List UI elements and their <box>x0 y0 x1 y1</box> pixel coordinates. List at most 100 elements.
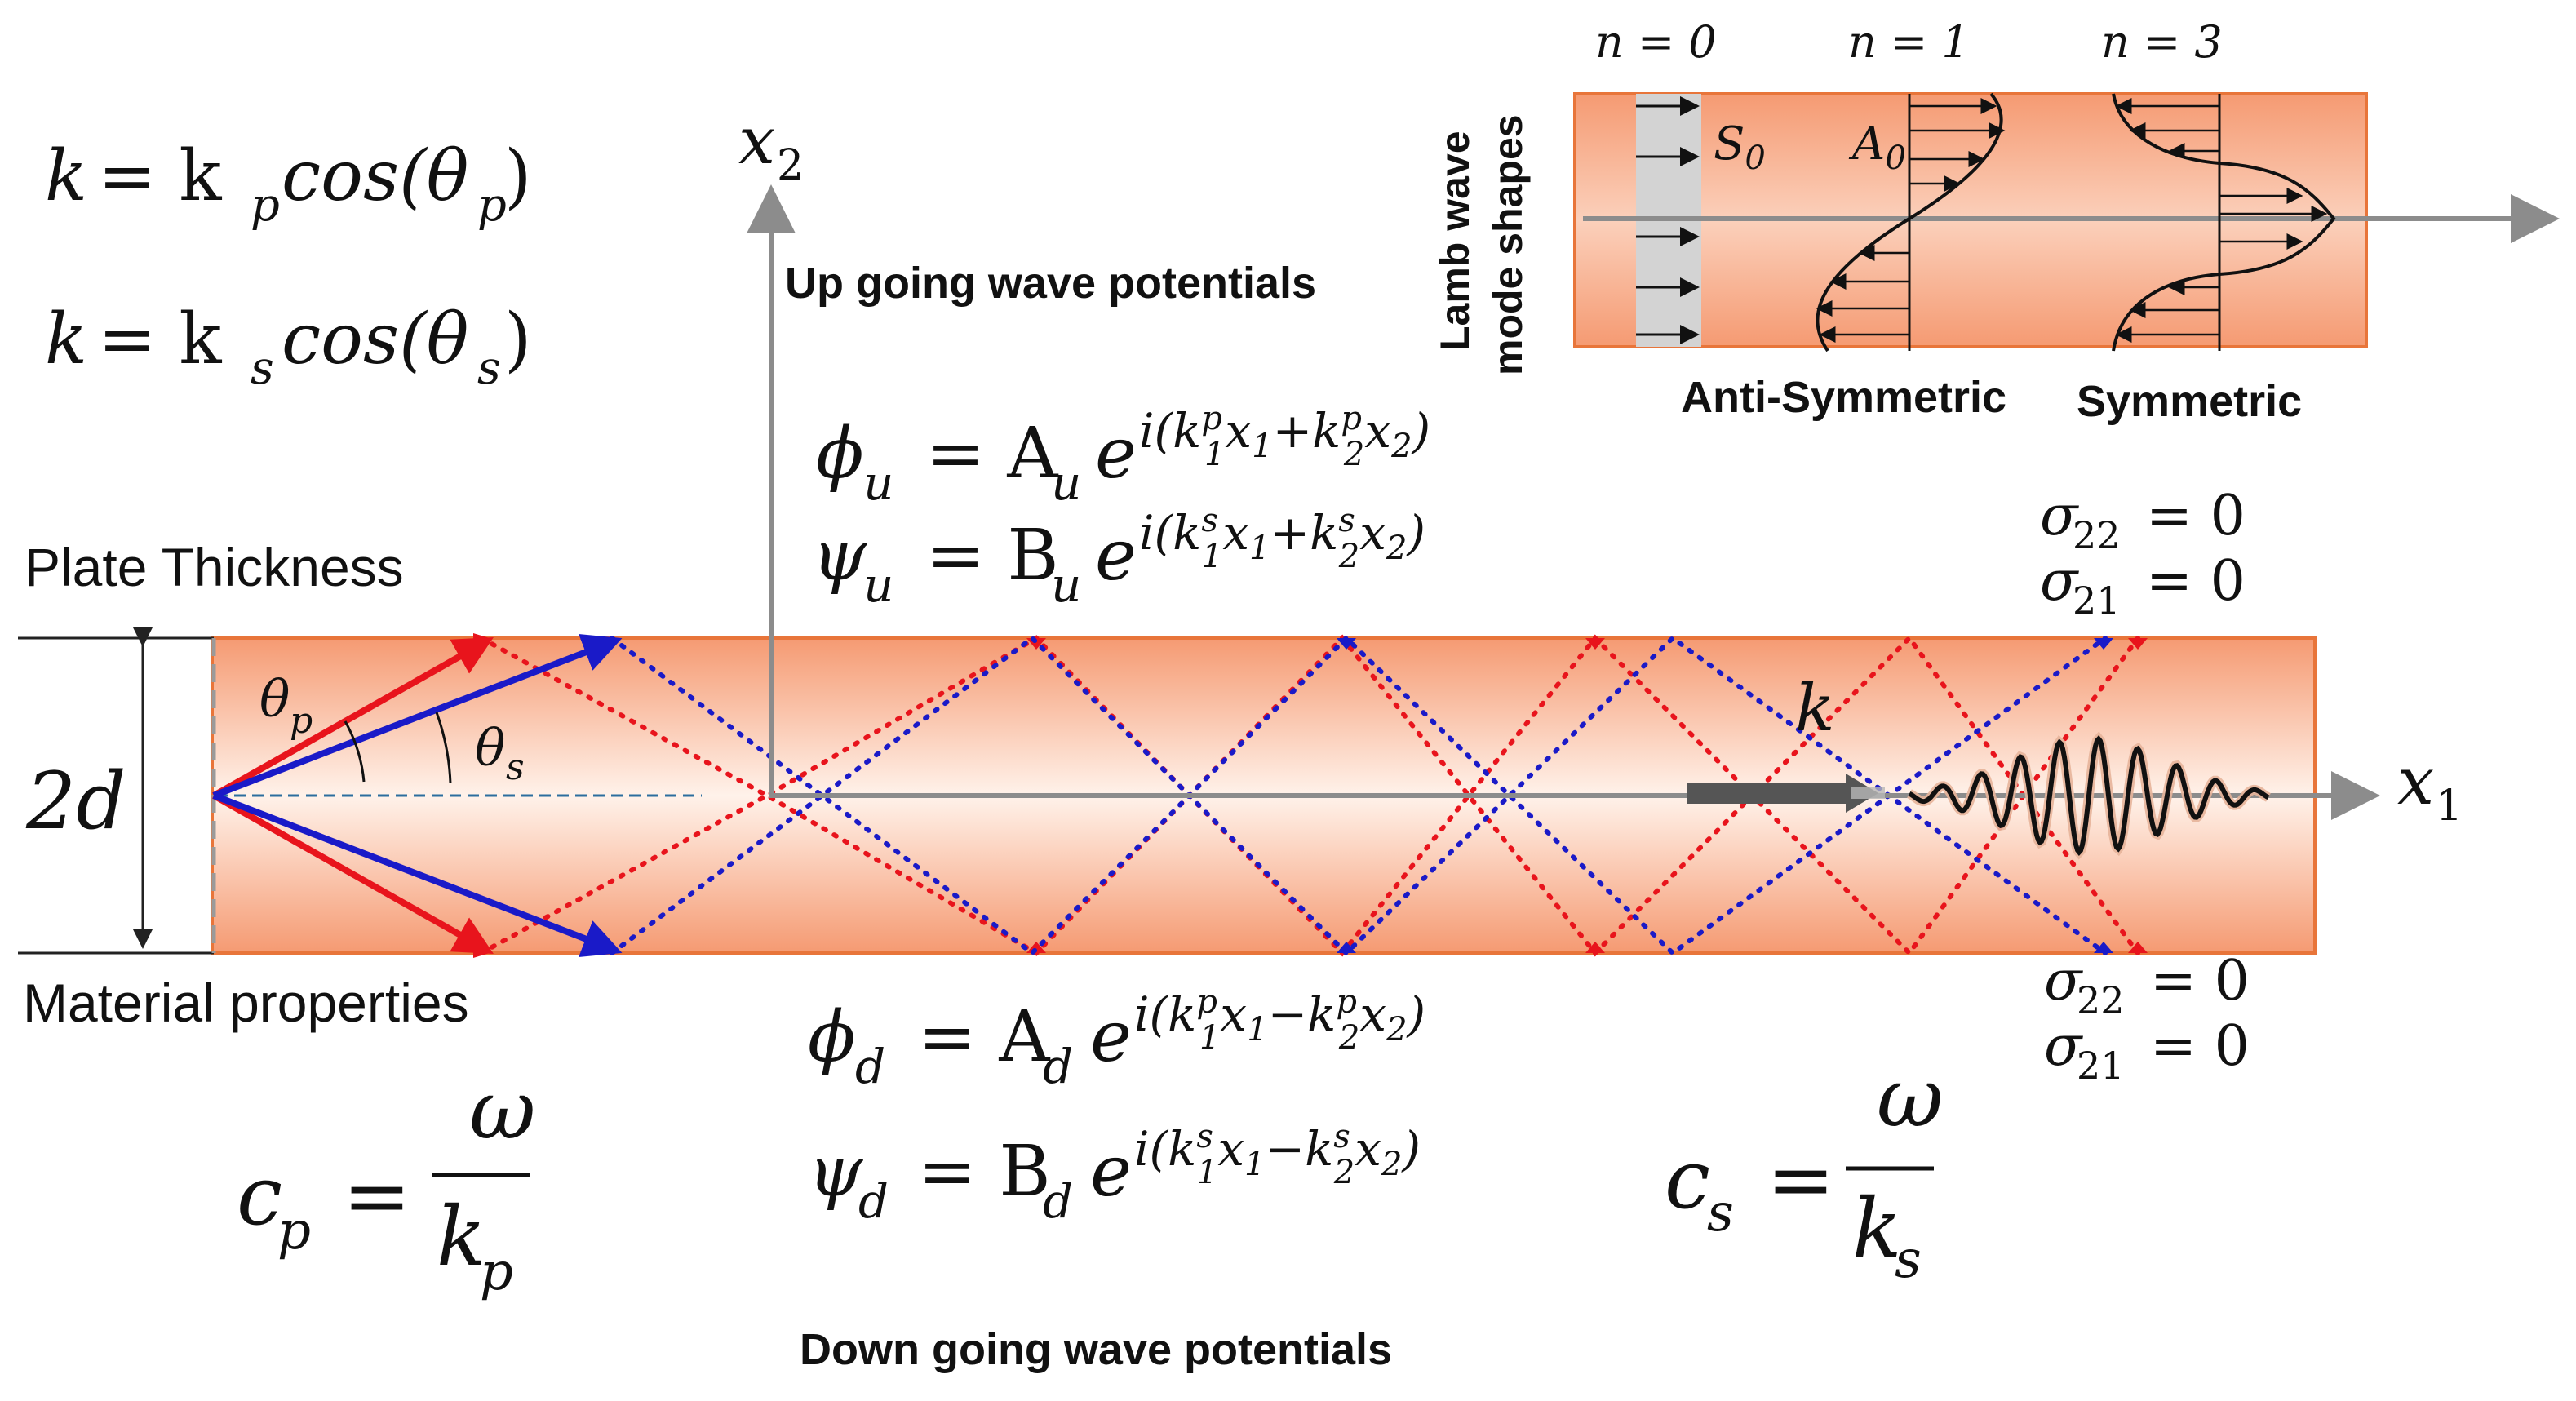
svg-text:k: k <box>1852 1181 1902 1276</box>
x2-axis-label: x 2 <box>738 103 804 190</box>
svg-text:= 0: = 0 <box>2150 949 2250 1013</box>
svg-text:ϕ: ϕ <box>816 413 864 494</box>
theta-s-arc <box>435 712 452 784</box>
svg-text:s: s <box>1707 1183 1734 1244</box>
k-label: k <box>1795 670 1834 746</box>
svg-text:d: d <box>855 1039 885 1094</box>
svg-text:σ: σ <box>2044 949 2083 1013</box>
svg-text:c: c <box>237 1148 282 1244</box>
mode-n3-label: n = 3 <box>2101 16 2223 68</box>
svg-text:= 0: = 0 <box>2146 549 2246 614</box>
svg-text:k: k <box>437 1189 486 1284</box>
material-properties-label: Material properties <box>23 973 469 1033</box>
mode-n0-label: n = 0 <box>1595 16 1717 68</box>
boundary-bottom: σ 22 = 0 σ 21 = 0 <box>2044 949 2250 1088</box>
svg-text:1: 1 <box>2436 782 2463 831</box>
svg-text:p: p <box>277 1201 311 1261</box>
theta-p-arc <box>344 720 366 783</box>
svg-text:d: d <box>858 1173 889 1229</box>
svg-text:=: = <box>343 1148 411 1244</box>
anti-symmetric-label: Anti-Symmetric <box>1681 373 2006 422</box>
svg-text:ω: ω <box>1877 1050 1944 1146</box>
s-wave-reflection-markers <box>1337 638 2113 953</box>
phi-u-equation: ϕ u = A u e i(kp 1x1+kp 2x2) <box>816 400 1430 511</box>
svg-text:p: p <box>480 1242 513 1302</box>
svg-text:d: d <box>1043 1173 1073 1229</box>
symmetric-label: Symmetric <box>2077 377 2302 426</box>
s0-label: S0 <box>1714 117 1766 177</box>
psi-u-equation: ψ u = B u e i(ks 1x1+ks 2x2) <box>812 502 1425 613</box>
svg-text:θ: θ <box>475 718 505 778</box>
svg-text:s: s <box>1895 1230 1922 1290</box>
boundary-top: σ 22 = 0 σ 21 = 0 <box>2040 484 2246 623</box>
svg-text:= A: = A <box>918 996 1050 1078</box>
svg-text:x: x <box>2397 743 2434 819</box>
down-going-label: Down going wave potentials <box>800 1325 1392 1374</box>
svg-text:ω: ω <box>469 1062 536 1158</box>
svg-text:p: p <box>290 700 313 742</box>
svg-text:21: 21 <box>2077 1044 2125 1088</box>
svg-text:ψ: ψ <box>812 515 868 596</box>
svg-text:σ: σ <box>2040 484 2079 548</box>
svg-text:= B: = B <box>918 1131 1051 1213</box>
svg-text:= A: = A <box>926 413 1058 494</box>
psi-d-equation: ψ d = B d e i(ks 1x1−ks 2x2) <box>808 1118 1421 1229</box>
svg-text:u: u <box>1051 557 1081 613</box>
svg-text:u: u <box>1051 455 1081 511</box>
mode-n1-label: n = 1 <box>1848 16 1970 68</box>
a0-label: A0 <box>1848 117 1906 177</box>
svg-text:22: 22 <box>2077 978 2125 1022</box>
dispersion-kp: k = k p cos(θ p ) <box>45 135 532 232</box>
svg-text:d: d <box>1043 1039 1073 1094</box>
svg-text:s: s <box>477 342 501 395</box>
svg-text:e: e <box>1090 996 1132 1078</box>
svg-text:e: e <box>1095 413 1137 494</box>
svg-text:k: k <box>45 299 87 380</box>
theta-p-label: θ p <box>259 669 313 742</box>
svg-text:): ) <box>504 135 532 217</box>
inset-title-line1: Lamb wave <box>1432 131 1478 351</box>
svg-text:= 0: = 0 <box>2146 484 2246 548</box>
svg-text:=: = <box>1767 1132 1835 1227</box>
inset-title-line2: mode shapes <box>1485 114 1531 375</box>
plate-thickness-label: Plate Thickness <box>24 537 404 597</box>
cs-equation: c s = ω k s <box>1665 1050 1944 1290</box>
svg-text:21: 21 <box>2073 579 2121 623</box>
svg-text:ϕ: ϕ <box>808 996 856 1078</box>
theta-s-label: θ s <box>475 718 525 788</box>
svg-text:cos(θ: cos(θ <box>282 135 468 217</box>
svg-text:= B: = B <box>926 515 1059 596</box>
up-going-label: Up going wave potentials <box>785 259 1316 308</box>
svg-text:s: s <box>506 747 525 788</box>
svg-text:ψ: ψ <box>808 1131 864 1213</box>
svg-text:σ: σ <box>2040 549 2079 614</box>
phi-d-equation: ϕ d = A d e i(kp 1x1−kp 2x2) <box>808 983 1425 1094</box>
k-arrow <box>1687 774 1885 813</box>
svg-text:σ: σ <box>2044 1014 2083 1079</box>
thickness-symbol: 2d <box>25 756 126 847</box>
svg-text:22: 22 <box>2073 513 2121 557</box>
svg-text:s: s <box>251 342 274 395</box>
svg-text:u: u <box>863 557 893 613</box>
svg-text:e: e <box>1095 515 1137 596</box>
svg-text:c: c <box>1665 1132 1710 1227</box>
mode-shapes-inset: Lamb wave mode shapes n = 0 n = 1 n = 3 … <box>1432 16 2560 426</box>
svg-text:2: 2 <box>777 141 804 190</box>
svg-text:= 0: = 0 <box>2150 1014 2250 1079</box>
dispersion-ks: k = k s cos(θ s ) <box>45 299 532 395</box>
svg-text:θ: θ <box>259 669 290 729</box>
svg-text:e: e <box>1090 1131 1132 1213</box>
svg-text:p: p <box>251 179 280 232</box>
svg-text:p: p <box>477 179 507 232</box>
svg-text:cos(θ: cos(θ <box>282 299 468 380</box>
cp-equation: c p = ω k p <box>237 1062 536 1302</box>
svg-text:k: k <box>45 135 87 217</box>
svg-text:= k: = k <box>98 299 222 380</box>
x1-axis-label: x 1 <box>2397 743 2463 831</box>
svg-text:u: u <box>863 455 893 511</box>
